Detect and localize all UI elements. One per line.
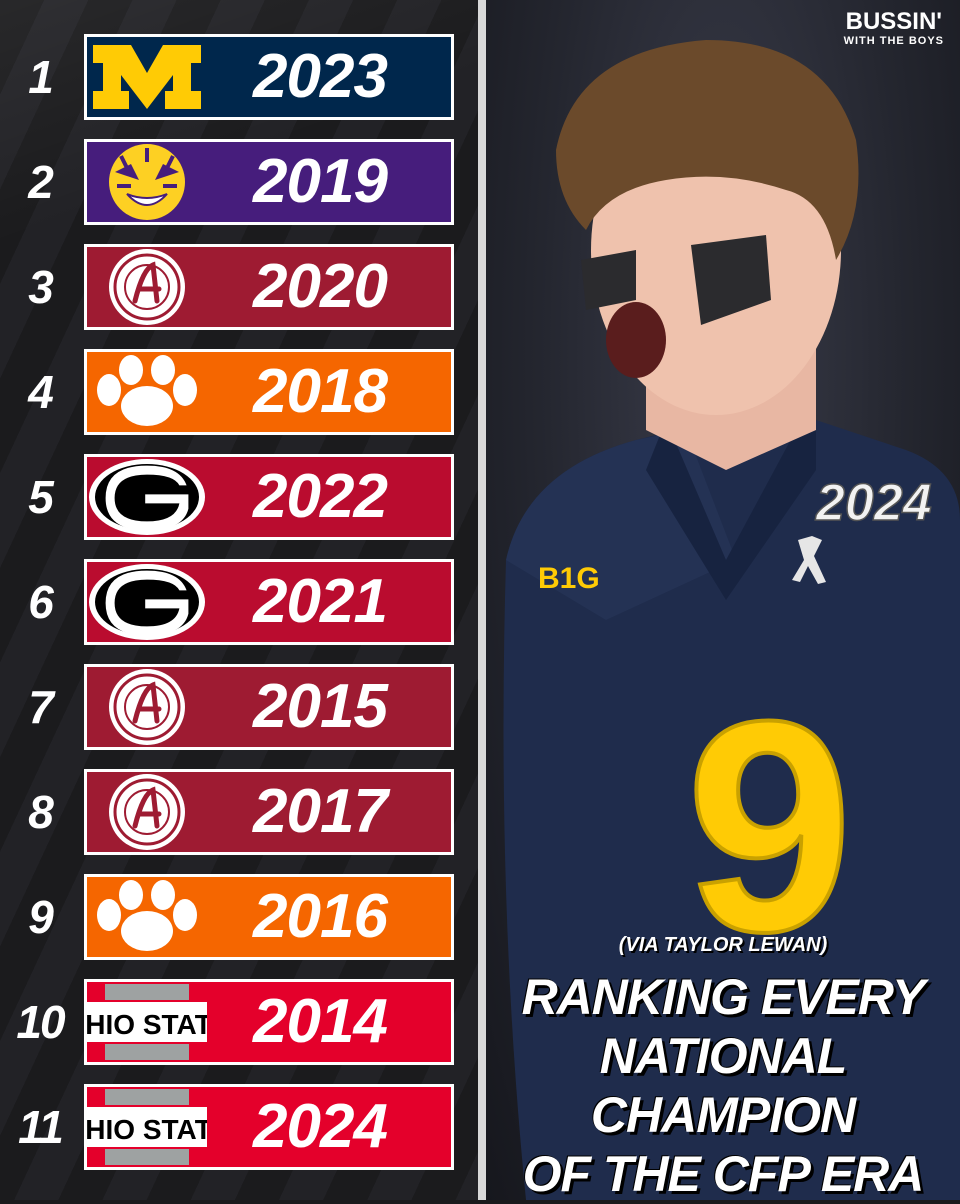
team-bar: 2015 [84, 664, 454, 750]
championship-year: 2020 [253, 252, 388, 321]
championship-year: 2024 [253, 1092, 388, 1161]
ranking-row: 6 2021 [0, 559, 478, 645]
headline-line-2: NATIONAL CHAMPION [590, 1028, 856, 1143]
rank-number: 1 [28, 51, 54, 103]
jumpman-icon [792, 536, 826, 584]
championship-patch: 2024 [815, 474, 932, 532]
championship-year: 2023 [253, 42, 388, 111]
alabama-script-a-icon [87, 772, 207, 852]
rank-number: 8 [28, 786, 54, 838]
ranking-row: 11 OHIO STATE 2024 [0, 1084, 478, 1170]
ranking-row: 1 2023 [0, 34, 478, 120]
team-bar: 2018 [84, 349, 454, 435]
rank-number: 11 [18, 1101, 64, 1153]
brand-line-1: BUSSIN' [845, 8, 942, 35]
brand-line-2: WITH THE BOYS [843, 35, 944, 47]
rank-number: 6 [28, 576, 54, 628]
ranking-row: 2 2019 [0, 139, 478, 225]
team-bar: OHIO STATE 2014 [84, 979, 454, 1065]
ohio-state-wordmark-icon: OHIO STATE [87, 982, 207, 1062]
rank-number: 5 [28, 471, 54, 523]
championship-year: 2019 [253, 147, 388, 216]
rank-number: 3 [28, 261, 54, 313]
championship-year: 2017 [253, 777, 388, 846]
georgia-g-icon [87, 457, 207, 537]
rank-number: 2 [28, 156, 54, 208]
championship-year: 2014 [253, 987, 388, 1056]
lsu-tiger-icon [87, 142, 207, 222]
clemson-paw-icon [87, 352, 207, 432]
player-photo: 9 2024 B1G [486, 0, 960, 1200]
rank-number: 9 [28, 891, 54, 943]
headline: RANKING EVERY NATIONAL CHAMPION OF THE C… [486, 968, 960, 1204]
ranking-row: 7 2015 [0, 664, 478, 750]
player-illustration: 9 2024 B1G [503, 40, 960, 1200]
championship-year: 2021 [253, 567, 388, 636]
ranking-row: 3 2020 [0, 244, 478, 330]
championship-year: 2018 [253, 357, 388, 426]
team-bar: 2016 [84, 874, 454, 960]
championship-year: 2016 [253, 882, 388, 951]
brand-logo: BUSSIN' WITH THE BOYS [844, 10, 944, 47]
big-ten-logo: B1G [538, 562, 600, 595]
rank-number: 4 [28, 366, 54, 418]
ranking-row: 9 2016 [0, 874, 478, 960]
credit-text: (VIA TAYLOR LEWAN) [618, 934, 828, 956]
team-bar: 2017 [84, 769, 454, 855]
ohio-state-wordmark-icon: OHIO STATE [87, 1087, 207, 1167]
ranking-row: 5 2022 [0, 454, 478, 540]
michigan-block-m-icon [87, 37, 207, 117]
championship-year: 2015 [253, 672, 388, 741]
georgia-g-icon [87, 562, 207, 642]
team-bar: 2020 [84, 244, 454, 330]
ranking-row: 8 2017 [0, 769, 478, 855]
rank-number: 10 [16, 996, 65, 1048]
team-bar: 2021 [84, 559, 454, 645]
team-bar: 2019 [84, 139, 454, 225]
rank-number: 7 [28, 681, 54, 733]
headline-line-3: OF THE CFP ERA [522, 1146, 925, 1202]
headline-line-1: RANKING EVERY [521, 969, 926, 1025]
jersey-number: 9 [686, 658, 853, 994]
clemson-paw-icon [87, 877, 207, 957]
championship-year: 2022 [253, 462, 388, 531]
panel-divider [478, 0, 486, 1200]
svg-text:OHIO STATE: OHIO STATE [87, 1009, 207, 1040]
team-bar: 2022 [84, 454, 454, 540]
team-bar: OHIO STATE 2024 [84, 1084, 454, 1170]
ranking-row: 10 OHIO STATE 2014 [0, 979, 478, 1065]
team-bar: 2023 [84, 34, 454, 120]
ranking-row: 4 2018 [0, 349, 478, 435]
alabama-script-a-icon [87, 247, 207, 327]
alabama-script-a-icon [87, 667, 207, 747]
svg-text:OHIO STATE: OHIO STATE [87, 1114, 207, 1145]
